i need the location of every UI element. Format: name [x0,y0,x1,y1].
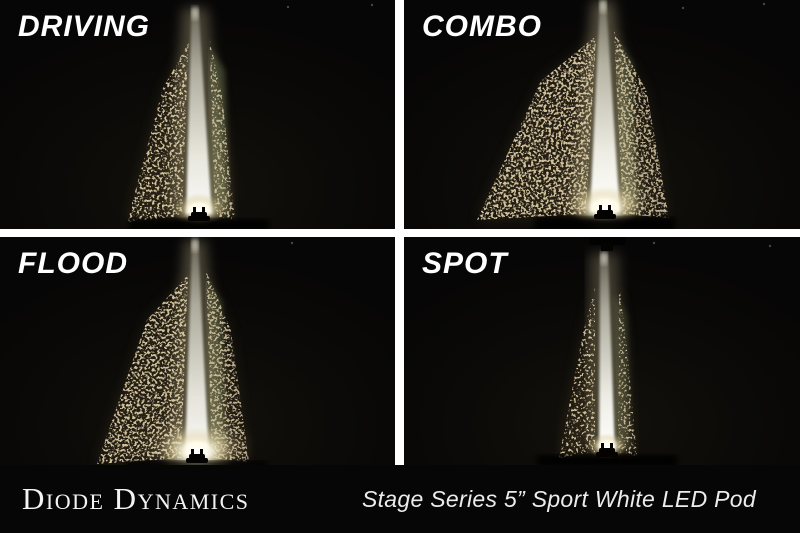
beam-photo-driving [127,3,374,229]
panel-label-flood: FLOOD [18,247,128,280]
beam-photo-combo [477,0,766,229]
brand-wordmark: Diode Dynamics [22,481,250,516]
panel-label-spot: SPOT [422,247,508,280]
panel-driving: DRIVING [0,0,395,229]
panel-combo: COMBO [404,0,800,229]
panel-label-driving: DRIVING [18,10,151,43]
panel-label-combo: COMBO [422,10,542,43]
panel-flood: FLOOD [0,237,395,465]
panel-spot: SPOT [404,237,800,465]
product-caption: Stage Series 5” Sport White LED Pod [361,485,756,512]
beam-photo-spot [537,237,772,465]
footer-bar: Diode Dynamics Stage Series 5” Sport Whi… [0,465,800,533]
beam-photo-flood [97,238,294,465]
